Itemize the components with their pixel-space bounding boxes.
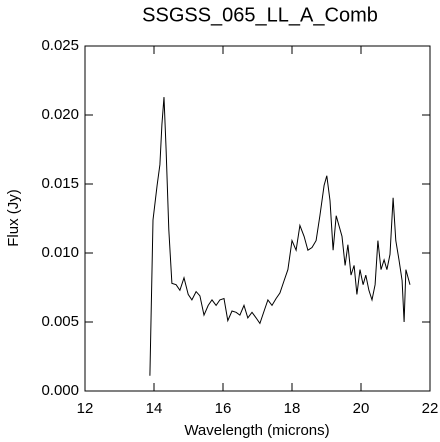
y-tick-label: 0.020 [41,106,79,123]
x-tick-label: 16 [215,400,232,417]
chart-title: SSGSS_065_LL_A_Comb [142,4,378,26]
x-tick-label: 14 [146,400,163,417]
y-axis-label: Flux (Jy) [5,189,22,247]
x-tick-label: 20 [353,400,370,417]
y-tick-label: 0.010 [41,244,79,261]
x-axis-label: Wavelength (microns) [184,422,329,439]
spectrum-line [149,97,411,376]
y-tick-label: 0.000 [41,382,79,399]
y-tick-label: 0.015 [41,175,79,192]
plot-frame [84,45,431,392]
y-tick-label: 0.005 [41,313,79,330]
x-tick-label: 12 [77,400,94,417]
x-tick-label: 18 [284,400,301,417]
x-tick-label: 22 [422,400,439,417]
y-tick-label: 0.025 [41,37,79,54]
